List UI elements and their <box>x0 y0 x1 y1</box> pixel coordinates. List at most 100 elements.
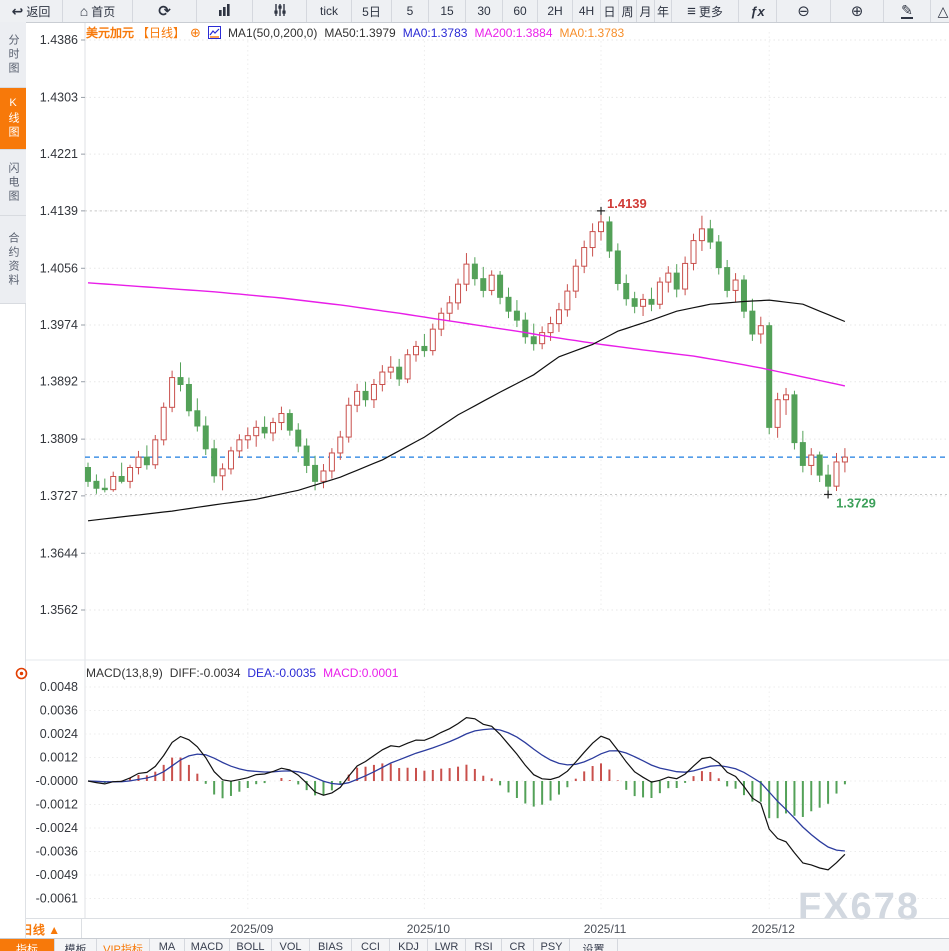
toolbar-button-more[interactable]: ≡ 更多 <box>672 0 739 22</box>
toolbar-label: 日 <box>603 4 616 19</box>
toolbar-button-period-5d[interactable]: 5日 <box>352 0 392 22</box>
candle-body <box>160 406 167 441</box>
toolbar-button-tick[interactable]: tick <box>307 0 352 22</box>
sidebar-tab-闪电图[interactable]: 闪电图 <box>0 150 26 216</box>
candle-body <box>555 309 562 325</box>
mini-chart-icon[interactable] <box>207 26 221 39</box>
candle-body <box>614 250 621 284</box>
candle-body <box>312 464 319 482</box>
draw-icon: ✎ <box>901 2 913 19</box>
toolbar-button-period-year[interactable]: 年 <box>655 0 672 22</box>
candle-body <box>253 426 260 437</box>
indicator-tab-指标[interactable]: 指标 <box>0 939 55 951</box>
candle-body <box>135 456 142 468</box>
candle-body <box>379 371 386 385</box>
toolbar-button-back[interactable]: ↩ 返回 <box>0 0 63 22</box>
fx678-watermark: FX678 <box>798 886 920 928</box>
ma200-value: MA200:1.3884 <box>474 25 553 40</box>
price-chart-header: 美元加元 【日线】 ⊕ MA1(50,0,200,0) MA50:1.3979 … <box>86 24 624 41</box>
period-tag: 【日线】 <box>137 26 186 40</box>
zoom-out-icon: ⊖ <box>797 2 810 20</box>
indicator-target-icon[interactable] <box>14 666 29 686</box>
ma-config: MA1(50,0,200,0) <box>227 25 318 40</box>
toolbar-button-draw[interactable]: ✎ <box>884 0 931 22</box>
indicator-tab-BOLL[interactable]: BOLL <box>230 939 272 951</box>
chart-type-icon <box>217 3 233 20</box>
toolbar-label: ƒx <box>750 3 765 19</box>
toolbar-button-period-5[interactable]: 5 <box>392 0 429 22</box>
toolbar-button-chart-type[interactable] <box>197 0 253 22</box>
indicator-tab-CCI[interactable]: CCI <box>352 939 390 951</box>
candle-body <box>825 474 832 487</box>
candle-body <box>320 470 327 482</box>
ma50-line <box>87 299 846 522</box>
sidebar-tab-合约资料[interactable]: 合约资料 <box>0 216 26 304</box>
candle-body <box>93 480 100 489</box>
toolbar-button-shape-triangle[interactable]: △ <box>931 0 949 22</box>
candle-body <box>841 456 848 463</box>
indicator-tab-CR[interactable]: CR <box>502 939 534 951</box>
toolbar-button-period-2h[interactable]: 2H <box>538 0 573 22</box>
indicator-tab-LWR[interactable]: LWR <box>428 939 466 951</box>
sidebar-tab-分时图[interactable]: 分时图 <box>0 22 26 88</box>
back-icon: ↩ <box>11 3 24 19</box>
macd-diff-value: DIFF:-0.0034 <box>169 666 241 680</box>
candle-body <box>598 221 605 233</box>
toolbar-label: 2H <box>547 4 563 18</box>
toolbar-button-period-week[interactable]: 周 <box>619 0 637 22</box>
toolbar-button-period-4h[interactable]: 4H <box>573 0 601 22</box>
indicator-tab-PSY[interactable]: PSY <box>534 939 570 951</box>
candle-body <box>539 332 546 345</box>
indicator-tab-VOL[interactable]: VOL <box>272 939 310 951</box>
indicator-tab-BIAS[interactable]: BIAS <box>310 939 352 951</box>
toolbar-button-zoom-out[interactable]: ⊖ <box>777 0 831 22</box>
indicator-tab-KDJ[interactable]: KDJ <box>390 939 428 951</box>
indicator-tab-RSI[interactable]: RSI <box>466 939 502 951</box>
toolbar-label: 60 <box>513 4 527 18</box>
indicator-tab-模板[interactable]: 模板 <box>55 939 97 951</box>
candle-body <box>463 263 470 285</box>
toolbar-label: 返回 <box>26 4 51 19</box>
toolbar-button-period-30[interactable]: 30 <box>466 0 503 22</box>
indicator-tab-MACD[interactable]: MACD <box>185 939 230 951</box>
more-icon: ≡ <box>687 2 696 20</box>
candle-body <box>227 450 234 470</box>
zoom-in-icon: ⊕ <box>850 2 864 20</box>
y-axis-label: 1.4139 <box>40 204 78 218</box>
candle-body <box>589 231 596 249</box>
macd-axis-label: -0.0061 <box>36 892 78 906</box>
candle-body <box>547 323 554 334</box>
candle-body <box>623 282 630 300</box>
toolbar-label: 更多 <box>698 4 723 19</box>
toolbar-button-period-day[interactable]: 日 <box>601 0 619 22</box>
macd-diff-line <box>87 716 846 871</box>
indicator-tab-VIP指标[interactable]: VIP指标 <box>97 939 150 951</box>
indicator-tab-设置[interactable]: 设置 <box>570 939 618 951</box>
add-indicator-icon[interactable]: ⊕ <box>190 24 201 40</box>
sidebar-tab-K线图[interactable]: K线图 <box>0 88 26 150</box>
toolbar-label: 年 <box>656 4 669 19</box>
candle-body <box>152 439 159 466</box>
toolbar-button-formula[interactable]: ƒx <box>739 0 777 22</box>
toolbar-button-period-15[interactable]: 15 <box>429 0 466 22</box>
indicator-tab-MA[interactable]: MA <box>150 939 185 951</box>
candle-body <box>631 298 638 307</box>
toolbar-button-zoom-in[interactable]: ⊕ <box>831 0 884 22</box>
candle-body <box>648 298 655 305</box>
candle-body <box>480 278 487 291</box>
candle-body <box>143 456 150 466</box>
toolbar-button-period-month[interactable]: 月 <box>637 0 655 22</box>
toolbar-button-period-60[interactable]: 60 <box>503 0 538 22</box>
toolbar-button-refresh[interactable]: ⟳ <box>133 0 197 22</box>
toolbar-label: 月 <box>639 4 652 19</box>
y-axis-label: 1.3727 <box>40 489 78 503</box>
candle-body <box>177 377 184 385</box>
toolbar-button-indicator-params[interactable] <box>253 0 307 22</box>
candle-body <box>572 265 579 292</box>
toolbar-label: 5日 <box>362 4 381 19</box>
candle-body <box>497 274 504 298</box>
toolbar-button-home[interactable]: ⌂ 首页 <box>63 0 133 22</box>
candle-body <box>202 425 209 450</box>
x-axis-month-label: 2025/09 <box>230 922 274 936</box>
